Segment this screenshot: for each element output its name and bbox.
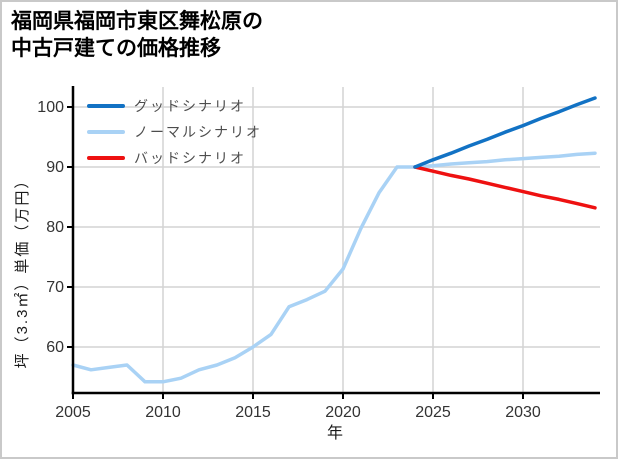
legend-line-good: [87, 104, 125, 108]
chart-title-line2: 中古戸建ての価格推移: [11, 37, 221, 60]
series-bad-line: [413, 165, 597, 210]
y-tick-label: 80: [46, 219, 64, 236]
x-tick-label: 2005: [55, 404, 91, 421]
legend: グッドシナリオ ノーマルシナリオ バッドシナリオ: [87, 93, 262, 171]
legend-label-normal: ノーマルシナリオ: [134, 124, 262, 140]
legend-label-bad: バッドシナリオ: [134, 150, 246, 166]
y-tick-label: 100: [37, 99, 64, 116]
x-axis-label: 年: [327, 424, 345, 442]
y-axis-label: 坪（3.3㎡）単価（万円）: [14, 172, 31, 369]
x-tick-label: 2025: [415, 404, 451, 421]
series-good-line: [413, 96, 597, 169]
legend-line-bad: [87, 156, 125, 160]
x-tick-label: 2015: [235, 404, 271, 421]
chart-title-line1: 福岡県福岡市東区舞松原の: [11, 10, 263, 33]
x-tick-label: 2020: [325, 404, 361, 421]
series-normal-line: [413, 151, 597, 169]
x-tick-label: 2030: [505, 404, 541, 421]
legend-item-good: グッドシナリオ: [87, 93, 262, 119]
x-tick-label: 2010: [145, 404, 181, 421]
legend-item-bad: バッドシナリオ: [87, 145, 262, 171]
legend-line-normal: [87, 130, 125, 134]
y-tick-label: 70: [46, 279, 64, 296]
legend-label-good: グッドシナリオ: [134, 98, 246, 114]
y-tick-label: 90: [46, 159, 64, 176]
chart-title: 福岡県福岡市東区舞松原の 中古戸建ての価格推移: [11, 8, 263, 62]
series-historical-line: [71, 165, 417, 384]
legend-item-normal: ノーマルシナリオ: [87, 119, 262, 145]
y-tick-label: 60: [46, 339, 64, 356]
